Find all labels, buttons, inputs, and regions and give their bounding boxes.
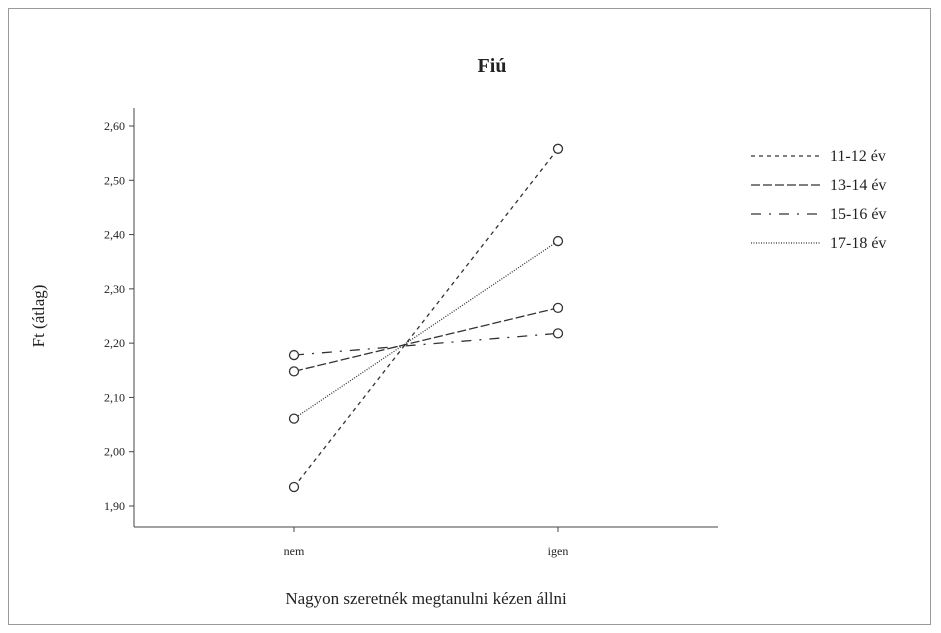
y-ticks: 1,90 2,00 2,10 2,20 2,30 2,40 2,50 2,60	[104, 119, 134, 513]
series-markers	[288, 143, 564, 493]
y-tick-label: 2,40	[104, 228, 125, 242]
legend-label: 15-16 év	[830, 206, 886, 223]
data-point	[288, 349, 300, 361]
legend-label: 17-18 év	[830, 235, 886, 252]
y-tick-label: 2,10	[104, 390, 125, 404]
data-point	[552, 328, 564, 339]
data-point	[288, 413, 300, 424]
y-tick-label: 1,90	[104, 499, 125, 513]
legend: 11-12 év 13-14 év 15-16 év 17-18 év	[751, 148, 886, 252]
chart-frame	[8, 8, 931, 625]
legend-label: 13-14 év	[830, 177, 886, 194]
y-tick-label: 2,50	[104, 173, 125, 187]
y-tick-label: 2,00	[104, 445, 125, 459]
data-point	[288, 366, 300, 377]
chart-title: Fiú	[478, 55, 507, 77]
x-axis-label: Nagyon szeretnék megtanulni kézen állni	[285, 589, 567, 608]
series-lines	[293, 148, 559, 488]
y-axis-label: Ft (átlag)	[29, 285, 48, 348]
x-tick-label: nem	[284, 544, 305, 558]
data-point	[552, 235, 564, 247]
series-line	[293, 332, 559, 356]
data-point	[552, 143, 564, 154]
data-point	[288, 481, 300, 493]
y-tick-label: 2,20	[104, 336, 125, 350]
series-line	[293, 307, 559, 373]
series-line	[293, 240, 559, 420]
legend-label: 11-12 év	[830, 148, 886, 165]
x-tick-label: igen	[548, 544, 569, 558]
data-point	[552, 302, 564, 314]
x-ticks: nem igen	[284, 527, 569, 558]
y-tick-label: 2,30	[104, 282, 125, 296]
y-tick-label: 2,60	[104, 119, 125, 133]
axes	[133, 108, 718, 528]
